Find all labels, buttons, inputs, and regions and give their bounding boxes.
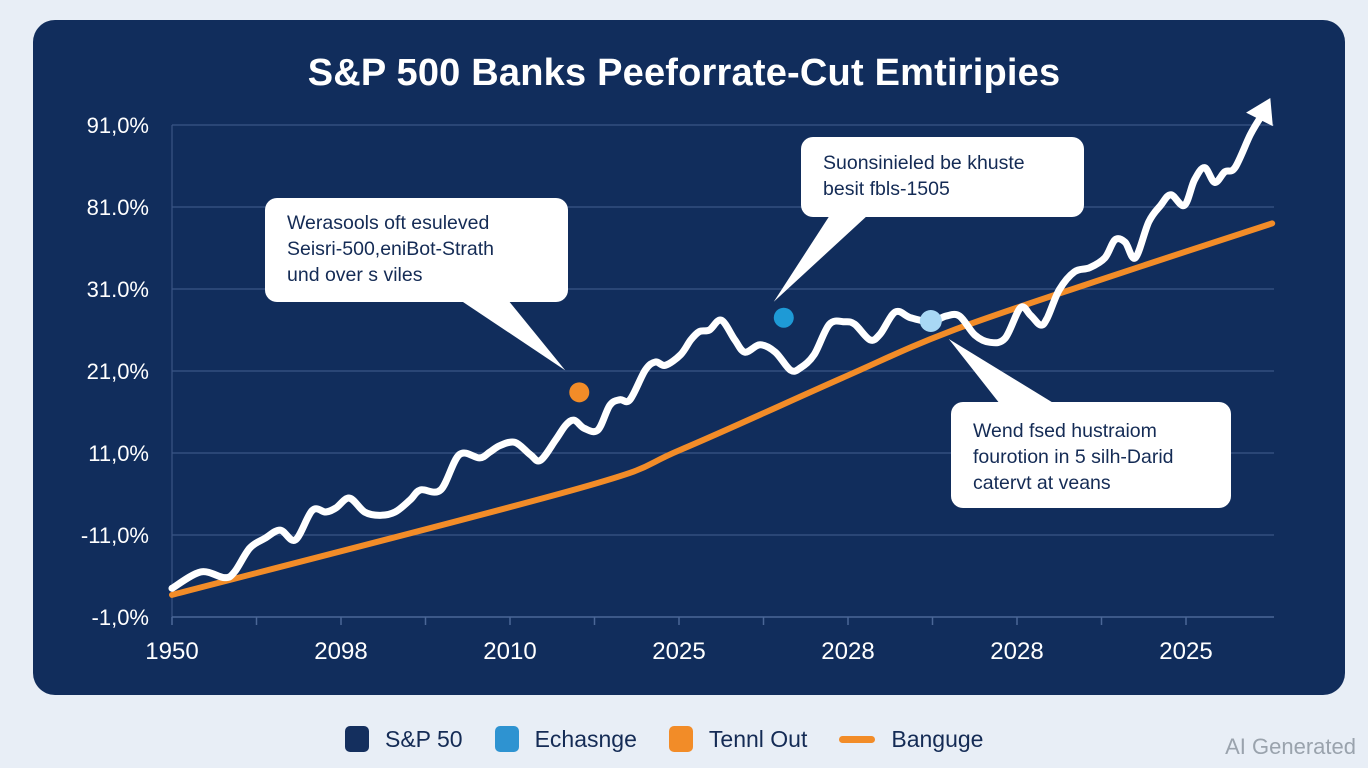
data-marker: [569, 382, 590, 403]
y-tick-label: -11,0%: [81, 523, 149, 548]
y-tick-label: 11,0%: [88, 441, 149, 466]
data-marker: [919, 309, 942, 332]
legend-item-echasnge[interactable]: Echasnge: [494, 725, 637, 753]
ai-generated-watermark: AI Generated: [1225, 734, 1356, 759]
data-marker: [773, 307, 794, 328]
x-axis: [171, 125, 1274, 625]
x-tick-label: 2028: [990, 638, 1043, 665]
chart-panel: [33, 20, 1345, 695]
x-tick-label: 2028: [821, 638, 874, 665]
y-tick-label: 21,0%: [87, 359, 149, 384]
x-tick-label: 2098: [314, 638, 367, 665]
data-markers: [569, 307, 942, 403]
annotation-callout: Wend fsed hustraiom fourotion in 5 silh-…: [951, 402, 1231, 508]
legend-item-banguge[interactable]: Banguge: [839, 726, 983, 753]
legend-item-tennl-out[interactable]: Tennl Out: [668, 725, 808, 753]
callout-pointer: [460, 300, 566, 371]
legend-label: Echasnge: [534, 725, 637, 752]
annotation-line: Wend fsed hustraiom: [973, 420, 1157, 442]
series-lines: [168, 97, 1276, 598]
x-tick-label: 2010: [483, 638, 536, 665]
legend-swatch: [668, 726, 693, 752]
y-tick-label: -1,0%: [92, 605, 149, 630]
x-tick-label: 2025: [1159, 638, 1212, 665]
legend-swatch: [345, 726, 369, 752]
y-tick-label: 91,0%: [87, 113, 149, 138]
y-tick-label: 31.0%: [87, 277, 149, 302]
series-line-sp50: [168, 114, 1264, 592]
annotation-line: Werasools oft esuleved: [287, 212, 490, 234]
y-axis-tick-labels: -1,0% -11,0% 11,0% 21,0% 31.0% 81.0% 91,0%: [81, 113, 149, 630]
annotation-callout: Suonsinieled be khuste besit fbls-1505: [801, 137, 1084, 217]
annotation-line: Seisri-500,eniBot-Strath: [287, 238, 495, 260]
legend-label: S&P 50: [385, 725, 463, 752]
x-tick-label: 1950: [145, 638, 198, 665]
series-line-banguge: [169, 220, 1276, 598]
annotation-line: besit fbls-1505: [823, 178, 950, 200]
legend-line-swatch: [839, 735, 876, 743]
chart-title: S&P 500 Banks Peeforrate-Cut Emtiripies: [307, 52, 1061, 94]
legend-label: Banguge: [891, 725, 984, 752]
annotation-line: Suonsinieled be khuste: [823, 152, 1025, 174]
y-tick-label: 81.0%: [87, 195, 149, 220]
legend-swatch: [494, 726, 519, 752]
callout-pointers: [460, 215, 1055, 404]
chart-legend: S&P 50 Echasnge Tennl Out Banguge: [345, 722, 1015, 756]
legend-item-sp50[interactable]: S&P 50: [345, 726, 463, 753]
callout-pointer: [948, 338, 1055, 404]
arrow-head-icon: [1246, 97, 1273, 127]
annotation-line: fourotion in 5 silh-Darid: [973, 446, 1174, 468]
annotation-callout: Werasools oft esuleved Seisri-500,eniBot…: [265, 198, 568, 302]
legend-label: Tennl Out: [708, 725, 808, 752]
annotation-line: catervt at veans: [973, 472, 1111, 494]
annotation-line: und over s viles: [287, 264, 423, 286]
x-axis-tick-labels: 1950 2098 2010 2025 2028 2028 2025: [145, 638, 1212, 665]
callout-pointer: [773, 215, 868, 302]
x-tick-label: 2025: [652, 638, 705, 665]
